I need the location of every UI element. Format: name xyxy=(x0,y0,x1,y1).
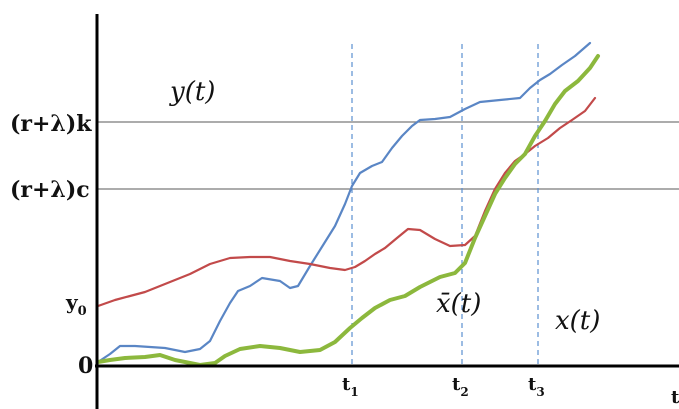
marker-label-sub: 3 xyxy=(536,385,544,399)
level-label-rk: (r+λ)k xyxy=(10,111,92,137)
marker-label-sub: 1 xyxy=(350,385,358,399)
level-label-y0: y0 xyxy=(65,290,87,319)
marker-label-t3: t3 xyxy=(528,374,545,399)
marker-label-sub: 2 xyxy=(460,385,468,399)
series-label-3: x̄(t) xyxy=(436,289,481,319)
y0-main: y xyxy=(65,290,79,314)
horizontal-level-lines xyxy=(97,121,679,190)
axes xyxy=(95,14,679,409)
series-label-2: y(t) xyxy=(169,77,215,107)
level-label-rc: (r+λ)c xyxy=(10,177,90,203)
marker-label-main: t xyxy=(528,374,537,395)
y0-sub: 0 xyxy=(78,304,87,319)
series-line-1 xyxy=(96,41,592,364)
x-axis-label: t xyxy=(671,387,679,408)
marker-label-main: t xyxy=(452,374,461,395)
marker-label-main: t xyxy=(342,374,351,395)
marker-label-t1: t1 xyxy=(342,374,359,399)
level-label-zero: 0 xyxy=(78,353,93,379)
marker-label-t2: t2 xyxy=(452,374,469,399)
chart-labels: (r+λ)k (r+λ)c y0 0 t t1 t2 t3x(t)y(t)x̄(t) xyxy=(10,77,679,408)
series-label-1: x(t) xyxy=(555,306,600,336)
